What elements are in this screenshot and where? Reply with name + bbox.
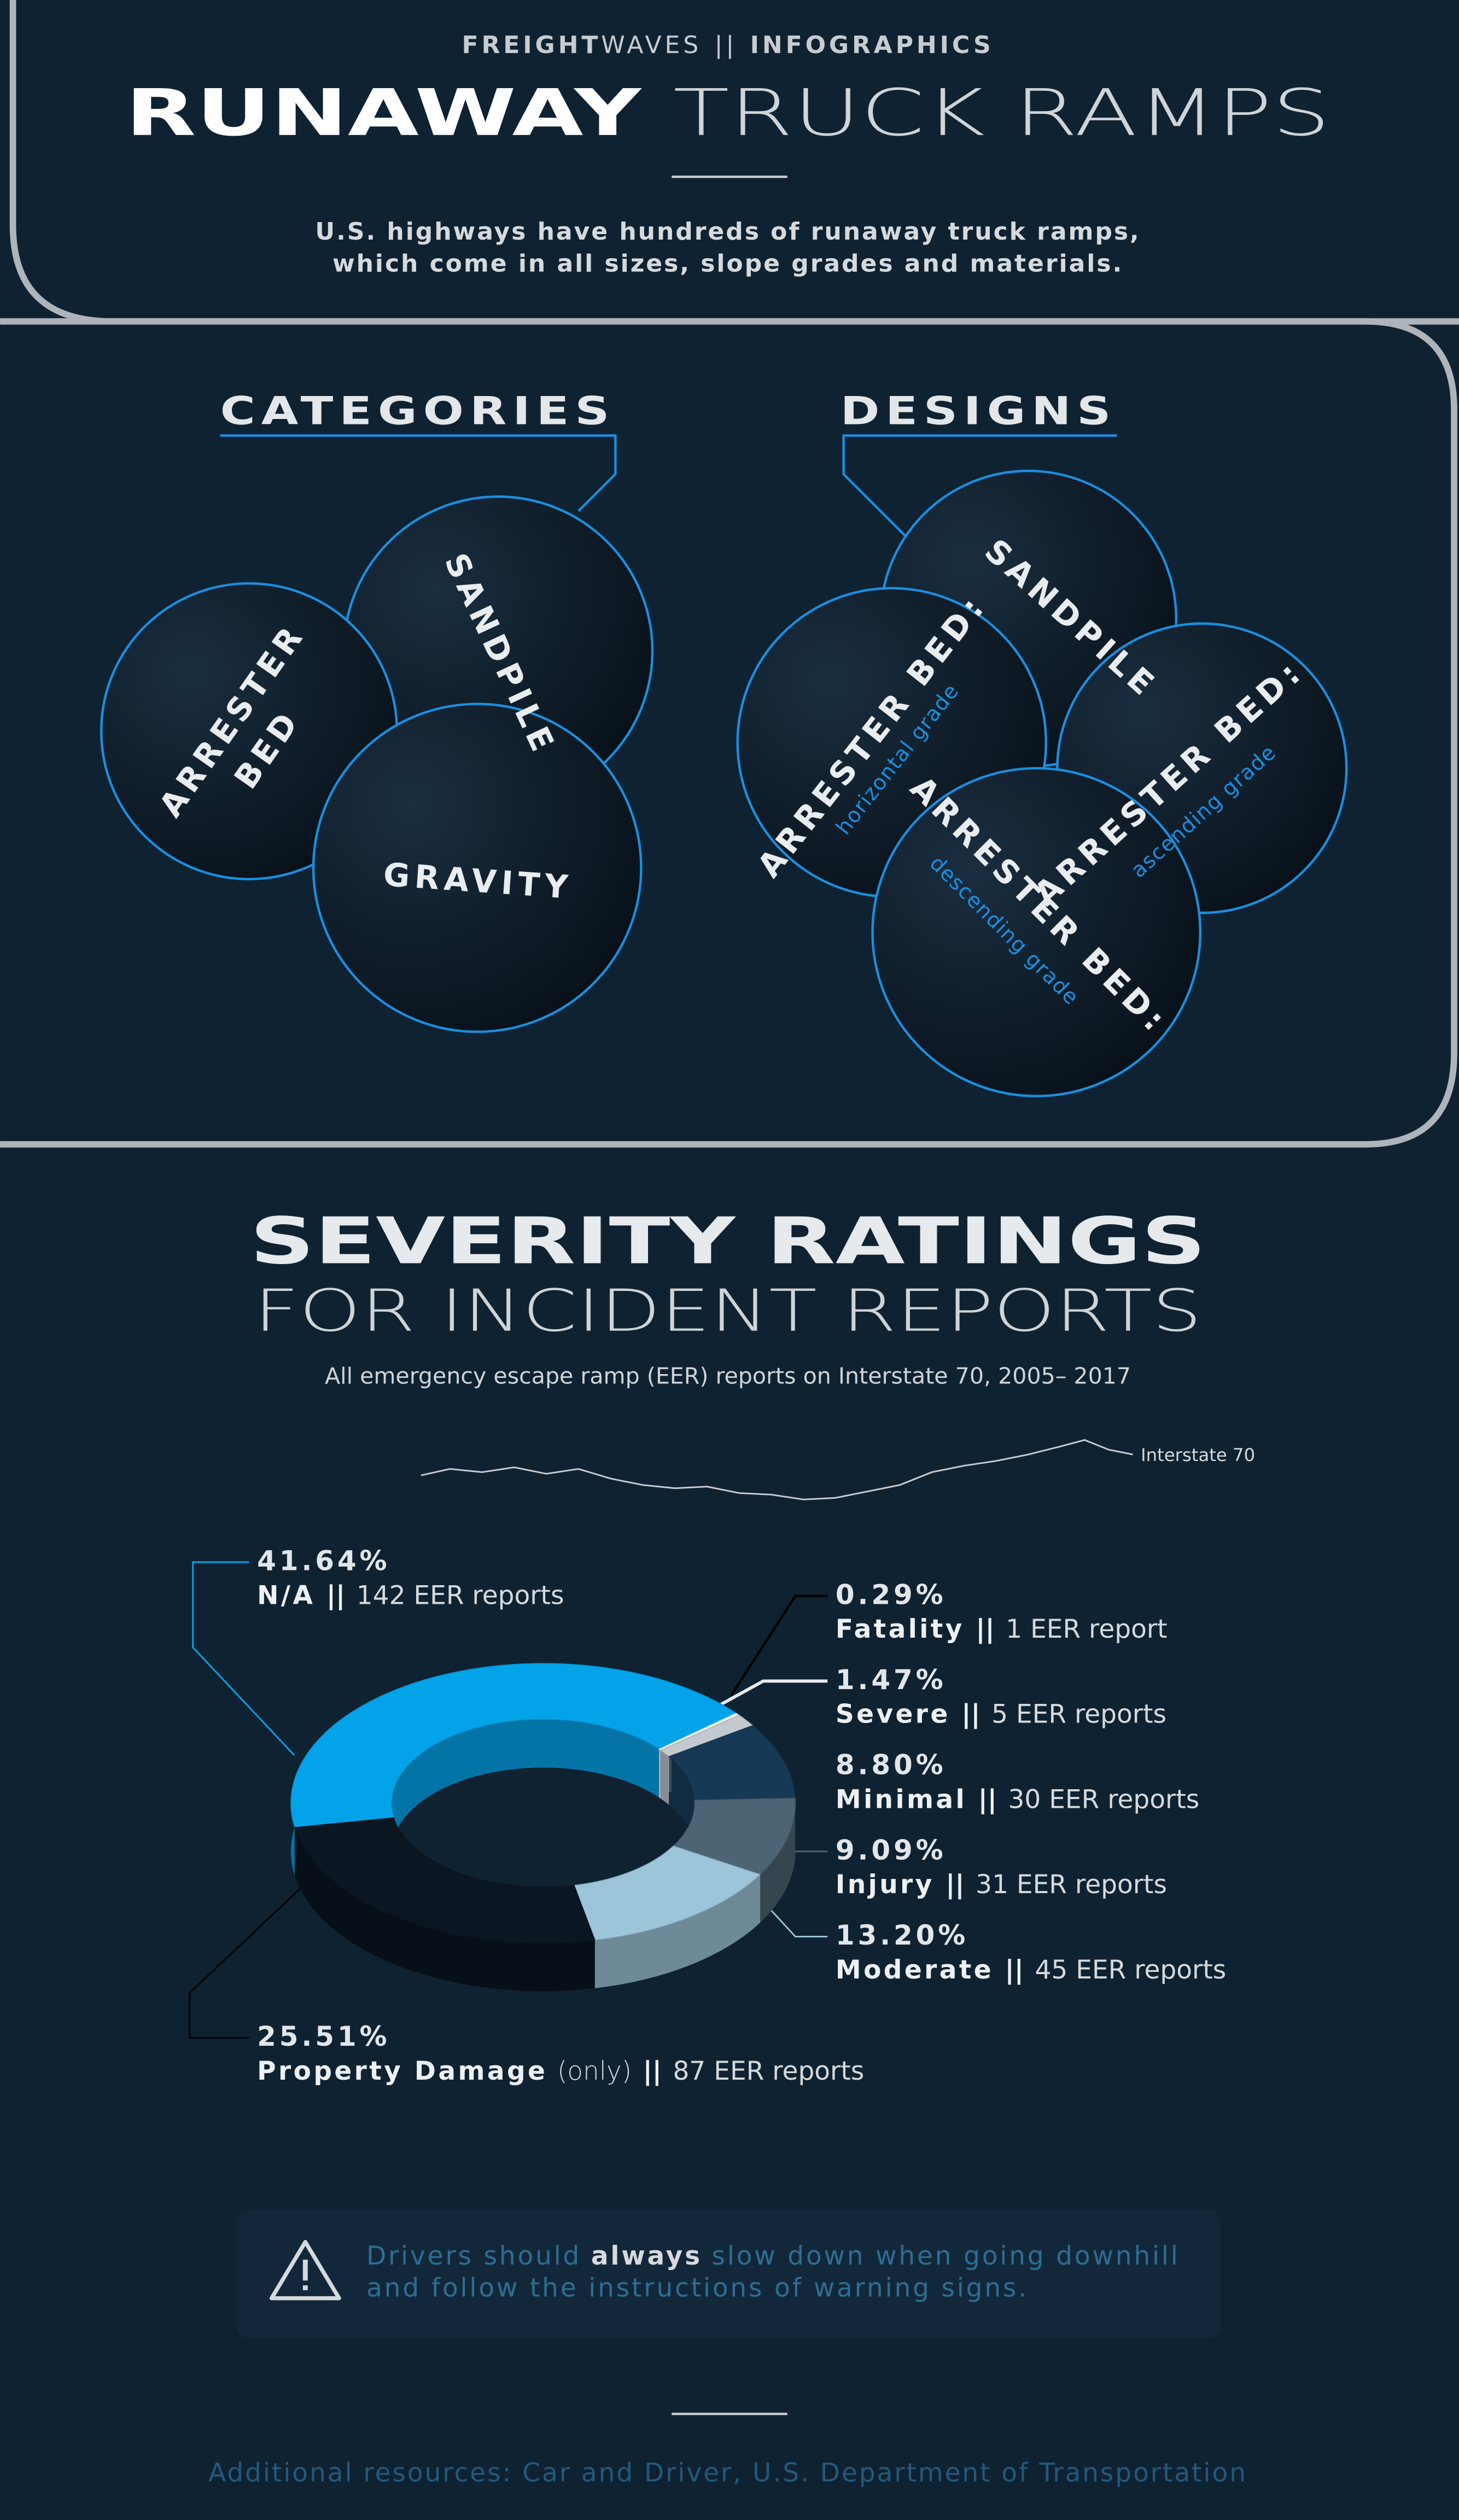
value-label: 9.09% (836, 1834, 947, 1866)
categories-heading: CATEGORIES (220, 389, 616, 434)
legend-separator: || (976, 1614, 994, 1644)
brand-section: INFOGRAPHICS (750, 31, 994, 59)
value-label: 0.29% (836, 1579, 947, 1610)
legend-count: 31 EER reports (976, 1870, 1167, 1900)
footer: Additional resources: Car and Driver, U.… (208, 2458, 1247, 2488)
route-profile (421, 1439, 1133, 1500)
legend-count: 45 EER reports (1035, 1955, 1226, 1985)
legend-count: 30 EER reports (1008, 1784, 1200, 1814)
main-title: RUNAWAY TRUCK RAMPS (125, 75, 1330, 150)
warning-icon (302, 2285, 308, 2290)
legend-entry: Property Damage (only) || 87 EER reports (257, 2056, 864, 2086)
notice-text: Drivers should always slow down when going… (366, 2241, 1180, 2271)
value-label: 13.20% (836, 1919, 968, 1951)
donut-inner-wall (658, 1749, 661, 1799)
warning-icon (269, 2240, 341, 2301)
heading-connector (842, 434, 1117, 539)
legend-name: Moderate (836, 1955, 994, 1985)
legend-name: Injury (836, 1870, 935, 1900)
leader-line (192, 1561, 295, 1756)
legend-entry: Minimal || 30 EER reports (836, 1784, 1199, 1814)
legend-note: (only) (557, 2056, 632, 2086)
title-light: TRUCK RAMPS (673, 75, 1330, 150)
brand-light: WAVES (601, 31, 702, 59)
donut-segment (573, 1845, 761, 1941)
leader-line (189, 1860, 330, 2039)
brand-separator: || (715, 31, 737, 59)
donut-wall (760, 1798, 796, 1923)
legend-separator: || (326, 1580, 345, 1610)
donut-inner-wall (669, 1756, 695, 1849)
heading-connector (220, 434, 617, 512)
donut-inner-wall (661, 1750, 669, 1805)
legend-entry: Severe || 5 EER reports (836, 1700, 1166, 1730)
legend-count: 5 EER reports (991, 1700, 1166, 1730)
chart-title: SEVERITY RATINGS (250, 1203, 1206, 1278)
subtitle-line: which come in all sizes, slope grades an… (332, 250, 1123, 278)
subtitle-line: U.S. highways have hundreds of runaway t… (315, 218, 1140, 246)
legend-name: Fatality (836, 1614, 965, 1644)
legend-separator: || (946, 1870, 964, 1900)
notice-text: and follow the instructions of warning s… (366, 2273, 1029, 2303)
legend-entry: N/A || 142 EER reports (257, 1580, 564, 1610)
notice-rest: slow down when going downhill (712, 2241, 1180, 2271)
legend-count: 142 EER reports (357, 1580, 564, 1610)
title-bold: RUNAWAY (125, 75, 643, 150)
petal (871, 767, 1202, 1098)
legend-entry: Fatality || 1 EER report (836, 1614, 1168, 1644)
legend-name: Minimal (836, 1784, 967, 1814)
legend-entry: Injury || 31 EER reports (836, 1870, 1167, 1900)
legend-separator: || (978, 1784, 997, 1814)
notice-emphasis: always (591, 2241, 702, 2271)
designs-heading: DESIGNS (841, 389, 1117, 434)
legend-entry: Moderate || 45 EER reports (836, 1955, 1226, 1985)
legend-separator: || (643, 2056, 662, 2086)
donut-chart (290, 1663, 796, 1992)
leader-line (730, 1594, 828, 1696)
legend-count: 1 EER report (1006, 1614, 1167, 1644)
brand-bold: FREIGHT (462, 31, 602, 59)
types-frame (0, 318, 1457, 1148)
legend-separator: || (961, 1700, 980, 1730)
legend: 41.64%N/A || 142 EER reports 0.29% Fatality |… (257, 1545, 1226, 2086)
value-label: 25.51% (257, 2021, 390, 2052)
donut-segment (294, 1817, 596, 1943)
donut-wall (294, 1827, 595, 1992)
donut-inner-wall (392, 1719, 659, 1866)
donut-wall (594, 1874, 761, 1988)
warning-icon (302, 2260, 308, 2281)
route-label: Interstate 70 (1141, 1445, 1255, 1465)
chart-caption: All emergency escape ramp (EER) reports … (325, 1363, 1131, 1389)
legend-separator: || (1005, 1955, 1024, 1985)
notice-lead: Drivers should (366, 2241, 581, 2271)
value-label: 41.64% (257, 1545, 390, 1577)
brand-line: FREIGHTWAVES || INFOGRAPHICS (462, 31, 994, 59)
legend-name: N/A (257, 1580, 315, 1610)
value-label: 8.80% (836, 1749, 947, 1781)
legend-name: Severe (836, 1700, 950, 1730)
legend-name: Property Damage (257, 2056, 547, 2086)
chart-subtitle: FOR INCIDENT REPORTS (254, 1277, 1202, 1345)
legend-count: 87 EER reports (673, 2056, 865, 2086)
notice-box (236, 2209, 1222, 2338)
petal (312, 702, 643, 1033)
value-label: 1.47% (836, 1664, 947, 1696)
